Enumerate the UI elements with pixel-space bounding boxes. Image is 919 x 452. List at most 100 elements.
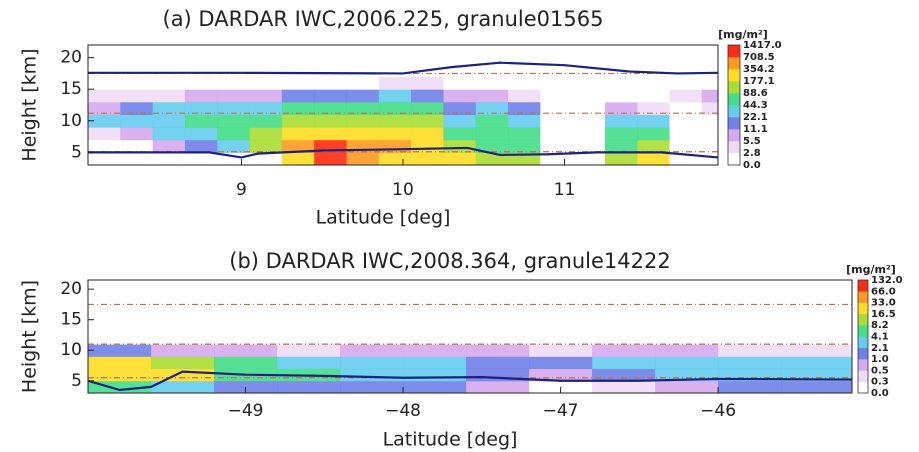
heat-cell [152, 114, 186, 128]
heat-cell [346, 127, 380, 141]
heat-cell [281, 101, 315, 115]
heat-cell [152, 76, 186, 90]
heat-cell [340, 319, 404, 333]
colorbar-segment [728, 129, 740, 142]
heat-cell [88, 319, 152, 333]
heat-cell [718, 295, 782, 308]
heat-cell [403, 368, 467, 382]
heat-cell [637, 127, 671, 141]
heat-cell [701, 114, 719, 128]
heat-cell [340, 344, 404, 357]
heat-cell [475, 89, 509, 103]
colorbar-segment [728, 141, 740, 154]
heat-cell [781, 380, 853, 394]
heat-cell [475, 63, 509, 78]
heat-cell [346, 114, 380, 128]
heat-cell [701, 152, 719, 166]
heat-cell [403, 331, 467, 345]
heat-cell [669, 114, 703, 128]
heat-cell [152, 127, 186, 141]
heat-cell [120, 101, 154, 115]
x-tick-label: 9 [236, 180, 247, 200]
heat-cell [281, 152, 315, 166]
heat-cell [184, 76, 218, 90]
heat-cell [184, 114, 218, 128]
heat-cell [411, 139, 444, 153]
heat-cell [184, 139, 218, 153]
heat-cell [249, 89, 283, 103]
heat-cell [781, 319, 853, 333]
heat-cell [88, 152, 121, 166]
heat-cell [346, 101, 380, 115]
heat-cell [655, 380, 719, 394]
heat-cell [443, 152, 477, 166]
colorbar-segment [858, 280, 868, 292]
heat-cell [669, 89, 703, 103]
heat-cell [411, 127, 444, 141]
colorbar-label: 8.2 [871, 320, 889, 331]
heat-cell [508, 76, 541, 90]
heat-cell [540, 76, 574, 90]
heat-cell [572, 89, 606, 103]
heat-cell [403, 344, 467, 357]
heat-cell [152, 101, 186, 115]
x-tick-label: 10 [392, 180, 414, 200]
heat-cell [214, 307, 278, 321]
heat-cell [88, 380, 152, 394]
y-tick-label: 20 [60, 279, 82, 299]
heat-cell [669, 127, 703, 141]
heat-cell [718, 344, 782, 357]
y-tick-label: 5 [71, 371, 82, 391]
heat-cell [152, 89, 186, 103]
heat-cell [475, 127, 509, 141]
heat-cell [669, 76, 703, 90]
heat-cell [340, 356, 404, 370]
heat-cell [403, 307, 467, 321]
heat-cell [314, 127, 347, 141]
heat-cell [340, 368, 404, 382]
heat-cell [592, 331, 656, 345]
heat-cell [466, 380, 530, 394]
heat-cell [340, 307, 404, 321]
heat-cell [217, 89, 251, 103]
heat-cell [378, 63, 412, 78]
heat-cell [88, 101, 121, 115]
colorbar-label: 4.1 [871, 332, 889, 343]
heat-cell [475, 101, 509, 115]
heat-cell [277, 344, 341, 357]
heat-cell [529, 319, 593, 333]
heat-cell [508, 139, 541, 153]
heat-cell [184, 63, 218, 78]
heat-cell [120, 114, 154, 128]
heat-cell [529, 295, 593, 308]
heat-cell [151, 331, 215, 345]
heat-cell [346, 76, 380, 90]
colorbar-segment [728, 81, 740, 94]
heat-cell [314, 152, 347, 166]
heat-cell [152, 139, 186, 153]
heat-cell [184, 89, 218, 103]
heat-cell [403, 319, 467, 333]
heat-cell [701, 63, 719, 78]
heat-cell [281, 89, 315, 103]
heat-cell [701, 89, 719, 103]
heat-cell [214, 331, 278, 345]
colorbar-label: 2.8 [743, 148, 761, 159]
heat-cell [378, 114, 412, 128]
heat-cell [340, 295, 404, 308]
heat-cell [508, 127, 541, 141]
colorbar-segment [858, 347, 868, 360]
heat-cell [604, 76, 638, 90]
heat-cell [540, 127, 574, 141]
heat-cell [217, 127, 251, 141]
heat-cell [540, 114, 574, 128]
heat-cell [346, 63, 380, 78]
heat-cell [592, 344, 656, 357]
y-tick-label: 20 [60, 48, 82, 68]
heat-cell [184, 152, 218, 166]
heat-cell [152, 63, 186, 78]
heat-cell [540, 89, 574, 103]
heat-cell [443, 139, 477, 153]
colorbar-label: 0.0 [871, 388, 889, 399]
heat-cell [120, 63, 154, 78]
